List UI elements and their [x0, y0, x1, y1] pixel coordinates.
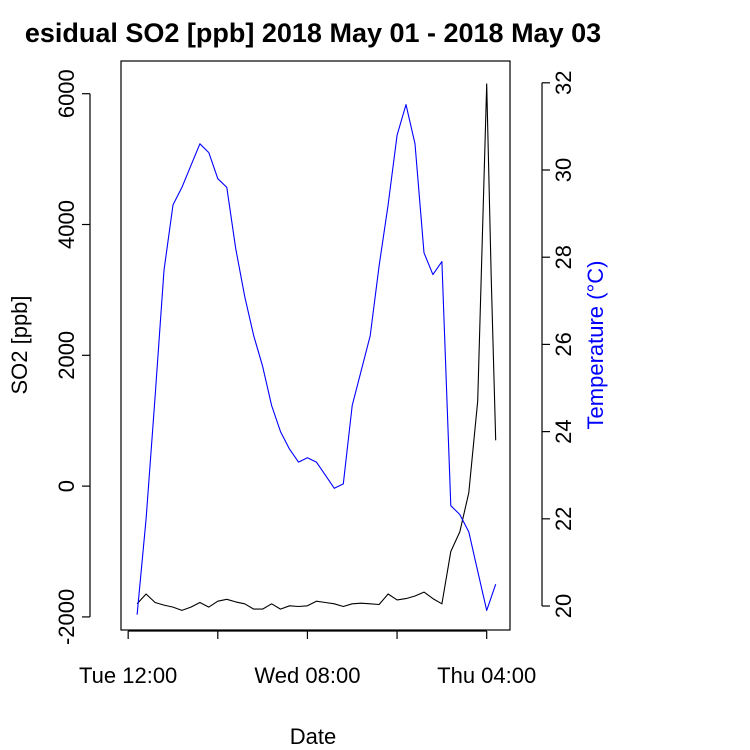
y-left-tick-label: 4000 [54, 200, 79, 249]
y-right-tick-label: 24 [551, 419, 576, 443]
y-axis-left: -2000 0 2000 4000 6000 [54, 69, 90, 645]
x-axis-label: Date [290, 724, 336, 749]
plot-box [120, 60, 511, 631]
y-axis-right: 20 22 24 26 28 30 32 [542, 71, 576, 618]
y-left-tick-label: 2000 [54, 331, 79, 380]
y-axis-right-label: Temperature (°C) [583, 261, 608, 430]
y-left-tick-label: 0 [54, 480, 79, 492]
y-right-tick-label: 28 [551, 245, 576, 269]
y-right-tick-label: 22 [551, 507, 576, 531]
x-tick-label: Tue 12:00 [79, 663, 177, 688]
y-left-tick-label: 6000 [54, 69, 79, 118]
y-right-tick-label: 20 [551, 594, 576, 618]
y-left-tick-label: -2000 [54, 589, 79, 645]
y-right-tick-label: 30 [551, 158, 576, 182]
x-axis: Tue 12:00 Wed 08:00 Thu 04:00 [79, 631, 536, 688]
y-axis-left-label: SO2 [ppb] [7, 295, 32, 394]
chart-title: esidual SO2 [ppb] 2018 May 01 - 2018 May… [25, 18, 601, 48]
y-right-tick-label: 32 [551, 71, 576, 95]
series-line-temperature [136, 104, 497, 615]
x-tick-label: Wed 08:00 [254, 663, 360, 688]
series-layer [136, 83, 497, 615]
y-right-tick-label: 26 [551, 332, 576, 356]
x-tick-label: Thu 04:00 [437, 663, 536, 688]
series-line-so2 [136, 83, 497, 611]
